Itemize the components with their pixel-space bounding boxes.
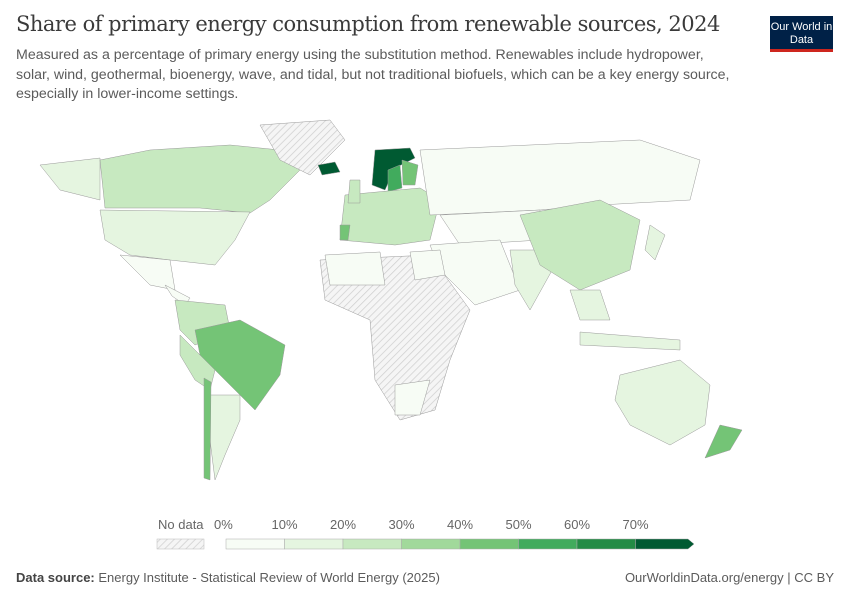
legend-bin-swatch[interactable]	[518, 538, 578, 550]
region-bin-1[interactable]	[99, 209, 251, 266]
owid-logo[interactable]: Our World in Data	[770, 16, 833, 52]
legend-bin-label: 10%	[271, 517, 297, 532]
data-source-text: Energy Institute - Statistical Review of…	[98, 570, 440, 585]
legend-bin-swatch[interactable]	[401, 538, 461, 550]
region-bin-1[interactable]	[569, 289, 611, 321]
region-bin-1[interactable]	[39, 157, 101, 201]
region-bin-0[interactable]	[409, 249, 446, 281]
legend-bin-label: 30%	[388, 517, 414, 532]
legend-no-data-swatch	[156, 538, 205, 550]
region-bin-1[interactable]	[579, 331, 681, 351]
legend-bin-swatch[interactable]	[576, 538, 636, 550]
region-no-data[interactable]	[259, 119, 346, 176]
legend-bin-swatch[interactable]	[284, 538, 344, 550]
legend: No data 0% 10% 20% 30% 40% 50% 60% 70%	[156, 517, 695, 550]
footer-link[interactable]: OurWorldinData.org/energy | CC BY	[624, 570, 834, 585]
region-bin-2[interactable]	[99, 144, 301, 214]
region-bin-0[interactable]	[324, 251, 386, 286]
region-bin-1[interactable]	[209, 394, 241, 481]
data-source-label: Data source:	[16, 570, 95, 585]
legend-bin-swatch[interactable]	[225, 538, 285, 550]
data-source: Data source: Energy Institute - Statisti…	[16, 570, 440, 585]
region-bin-4[interactable]	[401, 159, 419, 186]
legend-no-data-label: No data	[158, 517, 204, 532]
region-bin-4[interactable]	[203, 377, 212, 481]
region-bin-7[interactable]	[317, 161, 341, 176]
legend-bin-swatch[interactable]	[635, 538, 695, 550]
region-bin-2[interactable]	[347, 179, 361, 204]
region-bin-1[interactable]	[644, 224, 666, 261]
region-bin-0[interactable]	[419, 139, 701, 216]
chart-title: Share of primary energy consumption from…	[16, 12, 720, 36]
region-bin-1[interactable]	[614, 359, 711, 446]
legend-bin-label: 70%	[622, 517, 648, 532]
legend-bin-label: 40%	[447, 517, 473, 532]
legend-bin-label: 60%	[564, 517, 590, 532]
chart-subtitle: Measured as a percentage of primary ener…	[16, 47, 730, 102]
legend-bin-swatch[interactable]	[342, 538, 402, 550]
region-bin-5[interactable]	[387, 164, 403, 193]
legend-bin-swatch[interactable]	[459, 538, 519, 550]
legend-bin-label: 0%	[214, 517, 233, 532]
region-bin-4[interactable]	[704, 424, 743, 459]
region-bin-4[interactable]	[339, 224, 351, 241]
region-bin-0[interactable]	[119, 254, 176, 291]
region-bin-0[interactable]	[394, 379, 431, 416]
legend-bin-label: 20%	[330, 517, 356, 532]
legend-bin-label: 50%	[505, 517, 531, 532]
world-map	[39, 119, 743, 481]
region-bin-2[interactable]	[519, 199, 641, 291]
